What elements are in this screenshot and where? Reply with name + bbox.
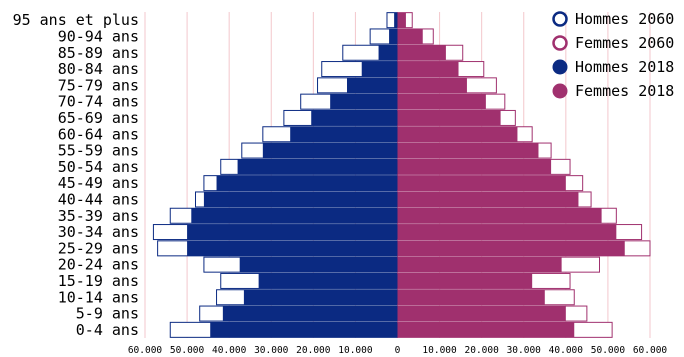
bar-femmes-2018: [397, 12, 406, 28]
x-tick-label: 40.000: [549, 345, 584, 356]
legend-marker: [552, 59, 568, 75]
x-tick-label: 30.000: [254, 345, 289, 356]
bar-hommes-2018: [187, 240, 398, 256]
legend: Hommes 2060 Femmes 2060 Hommes 2018 Femmes …: [552, 10, 674, 100]
bar-femmes-2018: [397, 306, 566, 322]
bar-hommes-2018: [330, 94, 398, 110]
legend-label: Hommes 2060: [575, 10, 674, 28]
age-label: 90-94 ans: [58, 27, 139, 45]
bar-hommes-2018: [210, 322, 398, 338]
bar-femmes-2018: [397, 240, 625, 256]
bar-femmes-2018: [397, 45, 446, 61]
age-label: 10-14 ans: [58, 288, 139, 306]
bar-hommes-2018: [361, 61, 398, 77]
bar-hommes-2018: [216, 175, 398, 191]
bar-hommes-2018: [243, 289, 398, 305]
age-label: 85-89 ans: [58, 44, 139, 62]
age-label: 65-69 ans: [58, 109, 139, 127]
bar-femmes-2018: [397, 191, 579, 207]
bar-hommes-2018: [187, 224, 398, 240]
legend-label: Hommes 2018: [575, 58, 674, 76]
x-tick-label: 10.000: [338, 345, 373, 356]
x-tick-label: 30.000: [507, 345, 542, 356]
bar-femmes-2018: [397, 273, 533, 289]
x-tick-label: 60.000: [128, 345, 163, 356]
age-label: 50-54 ans: [58, 158, 139, 176]
bar-femmes-2018: [397, 224, 617, 240]
bar-femmes-2018: [397, 257, 562, 273]
legend-marker: [552, 35, 568, 51]
x-tick-label: 50.000: [170, 345, 205, 356]
age-label: 40-44 ans: [58, 190, 139, 208]
bar-hommes-2018: [378, 45, 398, 61]
bars-2018: [187, 12, 625, 338]
age-label: 55-59 ans: [58, 142, 139, 160]
age-label: 5-9 ans: [76, 305, 139, 323]
age-label: 95 ans et plus: [13, 11, 139, 29]
x-tick-label: 20.000: [296, 345, 331, 356]
x-tick-label: 40.000: [212, 345, 247, 356]
bar-hommes-2018: [389, 28, 398, 44]
bar-hommes-2018: [394, 12, 398, 28]
bar-femmes-2018: [397, 126, 518, 142]
age-label: 25-29 ans: [58, 239, 139, 257]
x-tick-label: 20.000: [465, 345, 500, 356]
x-tick-label: 50.000: [591, 345, 626, 356]
bar-hommes-2018: [290, 126, 398, 142]
bar-femmes-2018: [397, 28, 423, 44]
legend-marker: [552, 11, 568, 27]
bar-femmes-2018: [397, 94, 486, 110]
bar-hommes-2018: [311, 110, 398, 126]
age-label: 30-34 ans: [58, 223, 139, 241]
x-tick-label: 10.000: [422, 345, 457, 356]
age-label: 70-74 ans: [58, 93, 139, 111]
bar-hommes-2018: [239, 257, 398, 273]
bar-femmes-2018: [397, 175, 566, 191]
age-label: 0-4 ans: [76, 321, 139, 339]
x-tick-label: 0: [395, 345, 401, 356]
age-label: 35-39 ans: [58, 207, 139, 225]
age-label: 45-49 ans: [58, 174, 139, 192]
bar-femmes-2018: [397, 159, 552, 175]
bar-hommes-2018: [262, 143, 398, 159]
age-label: 80-84 ans: [58, 60, 139, 78]
bar-hommes-2018: [237, 159, 398, 175]
bar-femmes-2018: [397, 322, 575, 338]
bar-hommes-2018: [258, 273, 398, 289]
age-label: 20-24 ans: [58, 256, 139, 274]
legend-marker: [552, 83, 568, 99]
legend-label: Femmes 2060: [575, 34, 674, 52]
bar-hommes-2018: [347, 77, 398, 93]
legend-label: Femmes 2018: [575, 82, 674, 100]
bar-femmes-2018: [397, 289, 545, 305]
x-tick-labels: 60.000 50.000 40.000 30.000 20.000 10.000 0 10.…: [128, 345, 668, 356]
age-label: 75-79 ans: [58, 76, 139, 94]
bar-femmes-2018: [397, 143, 539, 159]
bar-hommes-2018: [191, 208, 398, 224]
bar-hommes-2018: [222, 306, 398, 322]
bar-femmes-2018: [397, 110, 501, 126]
bar-femmes-2018: [397, 208, 602, 224]
age-label: 15-19 ans: [58, 272, 139, 290]
bar-femmes-2018: [397, 77, 467, 93]
x-tick-label: 60.000: [633, 345, 668, 356]
bar-hommes-2018: [203, 191, 398, 207]
age-label: 60-64 ans: [58, 125, 139, 143]
bar-femmes-2018: [397, 61, 459, 77]
